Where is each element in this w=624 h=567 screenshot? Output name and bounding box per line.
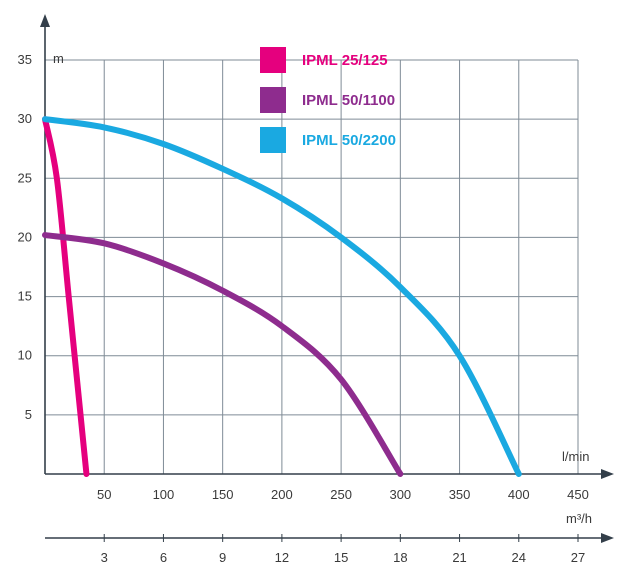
- series-line-2: [42, 232, 404, 477]
- legend-label-3: IPML 50/2200: [302, 132, 396, 149]
- secondary-x-tick-label: 6: [160, 550, 167, 565]
- legend: IPML 25/125 IPML 50/1100 IPML 50/2200: [260, 47, 396, 153]
- legend-swatch-2: [260, 87, 286, 113]
- y-tick-label: 10: [18, 348, 32, 363]
- x-tick-label: 450: [567, 487, 589, 502]
- legend-label-2: IPML 50/1100: [302, 92, 395, 109]
- axes: [40, 14, 614, 543]
- series-line-3: [42, 116, 522, 477]
- y-axis-arrow: [40, 14, 50, 27]
- x-tick-label: 350: [449, 487, 471, 502]
- y-tick-label: 15: [18, 289, 32, 304]
- legend-swatch-1: [260, 47, 286, 73]
- tick-labels: 5 10 15 20 25 30 35 50 100 150 200 250 300 350 400 450 3…: [18, 52, 589, 565]
- secondary-x-tick-label: 21: [452, 550, 466, 565]
- y-tick-label: 35: [18, 52, 32, 67]
- secondary-x-tick-label: 15: [334, 550, 348, 565]
- x-tick-label: 400: [508, 487, 530, 502]
- secondary-x-tick-label: 9: [219, 550, 226, 565]
- secondary-x-tick-label: 18: [393, 550, 407, 565]
- secondary-x-tick-label: 24: [512, 550, 526, 565]
- legend-label-1: IPML 25/125: [302, 52, 388, 69]
- y-tick-label: 5: [25, 407, 32, 422]
- secondary-x-axis-arrow: [601, 533, 614, 543]
- series-line-1: [42, 116, 90, 477]
- x-tick-label: 50: [97, 487, 111, 502]
- secondary-x-tick-label: 12: [275, 550, 289, 565]
- x-tick-label: 300: [389, 487, 411, 502]
- secondary-x-tick-label: 3: [101, 550, 108, 565]
- secondary-x-tick-label: 27: [571, 550, 585, 565]
- x-tick-label: 100: [153, 487, 175, 502]
- secondary-x-axis-unit: m³/h: [566, 511, 592, 526]
- legend-swatch-3: [260, 127, 286, 153]
- y-tick-label: 25: [18, 170, 32, 185]
- x-tick-label: 200: [271, 487, 293, 502]
- x-tick-label: 150: [212, 487, 234, 502]
- x-axis-arrow: [601, 469, 614, 479]
- y-tick-label: 20: [18, 229, 32, 244]
- x-tick-label: 250: [330, 487, 352, 502]
- grid: [45, 59, 579, 474]
- series-lines: [42, 116, 522, 477]
- x-axis-unit: l/min: [562, 449, 589, 464]
- y-axis-unit: m: [53, 51, 64, 66]
- y-tick-label: 30: [18, 111, 32, 126]
